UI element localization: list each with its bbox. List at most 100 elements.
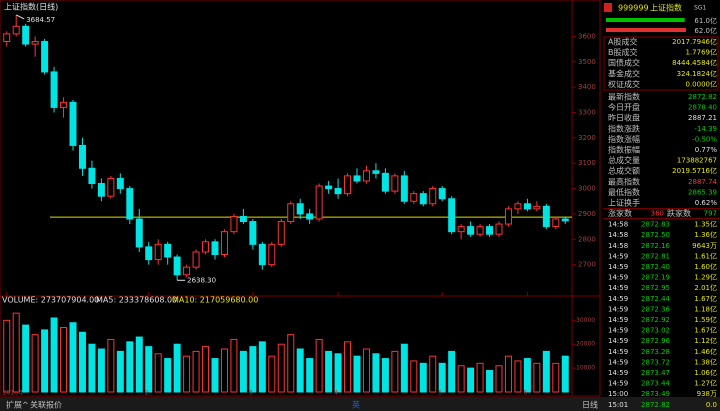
candle-body xyxy=(476,226,484,235)
tab[interactable]: 扩展^ xyxy=(6,400,29,410)
stat-label: 今日开盘 xyxy=(608,102,640,112)
trade-price: 2872.81 xyxy=(641,252,670,260)
breadth-value: 797 xyxy=(704,210,717,218)
trade-price: 2872.92 xyxy=(641,316,670,324)
ma5-title: MA5: 233378608.00 xyxy=(96,296,177,305)
trade-price: 2872.96 xyxy=(641,337,670,345)
trade-time: 14:58 xyxy=(608,221,628,229)
volume-ratio-label: 61.0亿 xyxy=(694,16,717,25)
candle-body xyxy=(249,221,257,245)
tab[interactable]: 关联报价 xyxy=(30,400,62,410)
candle-body xyxy=(429,188,437,205)
candle-body xyxy=(372,170,380,174)
candle-body xyxy=(173,256,181,276)
volume-bar xyxy=(448,350,456,393)
trade-volume: 1.60亿 xyxy=(694,262,717,271)
volume-bar xyxy=(523,358,531,393)
stock-tag: SG1 xyxy=(694,5,706,12)
trade-volume: 1.29亿 xyxy=(694,273,717,282)
candle-body xyxy=(202,241,210,253)
candle-body xyxy=(97,183,105,197)
candle-body xyxy=(334,188,342,195)
y-tick-label: 2800 xyxy=(578,235,596,243)
volume-bar xyxy=(22,324,30,393)
volume-bar xyxy=(183,355,191,393)
y-tick-label: 3400 xyxy=(578,83,596,91)
candle-body xyxy=(495,223,503,235)
candle-body xyxy=(448,198,456,233)
stat-value: -14.39 xyxy=(694,125,717,133)
low-label: 2638.30 xyxy=(187,276,216,284)
trade-time: 14:59 xyxy=(608,284,628,292)
candle-body xyxy=(164,243,172,258)
candle-body xyxy=(277,221,285,245)
trade-volume: 1.67亿 xyxy=(694,326,717,335)
volume-bar xyxy=(410,360,418,393)
volume-bar xyxy=(69,322,77,393)
volume-bar xyxy=(325,350,333,393)
trade-volume: 1.27亿 xyxy=(694,379,717,388)
breadth-label: 涨家数 xyxy=(608,208,632,218)
volume-bar xyxy=(400,343,408,393)
candle-body xyxy=(50,71,58,108)
candle-body xyxy=(192,251,200,268)
stat-label: 最高指数 xyxy=(608,176,640,186)
volume-bar xyxy=(258,341,266,393)
stat-label: 国债成交 xyxy=(608,58,640,68)
candle-body xyxy=(41,41,49,73)
stat-label: 最新指数 xyxy=(608,92,640,102)
stock-name: 上证指数 xyxy=(650,3,682,13)
candle-body xyxy=(220,231,228,256)
y-tick-label: 3100 xyxy=(578,159,596,167)
trade-price: 2873.47 xyxy=(641,369,670,377)
candle-body xyxy=(31,41,39,45)
trade-price: 2872.50 xyxy=(641,231,670,239)
volume-bar xyxy=(391,350,399,393)
stat-value: 8444.4584亿 xyxy=(672,58,717,67)
candle-body xyxy=(561,218,569,222)
volume-bar xyxy=(164,358,172,393)
trade-volume: 2.01亿 xyxy=(694,283,717,292)
candle-body xyxy=(400,175,408,202)
period-label[interactable]: 日线 xyxy=(582,400,598,410)
trade-volume: 1.59亿 xyxy=(694,315,717,324)
trade-time: 14:59 xyxy=(608,380,628,388)
trade-time: 14:58 xyxy=(608,231,628,239)
ime-indicator[interactable]: 英 xyxy=(352,400,360,410)
trade-price: 2873.44 xyxy=(641,380,670,388)
volume-bar xyxy=(287,334,295,393)
stat-value: 2865.39 xyxy=(688,188,717,196)
stock-code: 999999 xyxy=(618,4,649,13)
trade-price: 2872.44 xyxy=(641,295,670,303)
trade-volume: 1.36亿 xyxy=(694,230,717,239)
trade-volume: 1.35亿 xyxy=(694,220,717,229)
volume-bar xyxy=(192,350,200,393)
trade-price: 2872.19 xyxy=(641,274,670,282)
volume-bar xyxy=(486,370,494,393)
candle-body xyxy=(60,101,68,108)
trade-volume: 1.61亿 xyxy=(694,251,717,260)
volume-bar xyxy=(476,362,484,393)
stat-value: 2887.74 xyxy=(688,178,717,186)
trade-volume: 1.12亿 xyxy=(694,336,717,345)
volume-bar xyxy=(457,365,465,393)
volume-bar xyxy=(381,358,389,393)
volume-bar xyxy=(145,346,153,393)
x-tick-label: 4 xyxy=(334,390,338,397)
candle-body xyxy=(126,188,134,220)
volume-bar xyxy=(41,329,49,393)
trade-time: 14:59 xyxy=(608,337,628,345)
volume-bar xyxy=(306,358,314,393)
candle-body xyxy=(22,25,30,45)
y-tick-label: 3600 xyxy=(578,32,596,40)
stat-label: 最低指数 xyxy=(608,187,640,197)
volume-bar xyxy=(533,362,541,393)
stat-label: A股成交 xyxy=(608,37,637,47)
volume-bar xyxy=(239,350,247,393)
candle-body xyxy=(306,213,314,220)
stat-value: -0.50% xyxy=(692,135,717,143)
candle-body xyxy=(296,203,304,215)
ma10-title: MA10: 217059680.00 xyxy=(172,296,258,305)
x-tick-label: 3 xyxy=(249,390,253,397)
